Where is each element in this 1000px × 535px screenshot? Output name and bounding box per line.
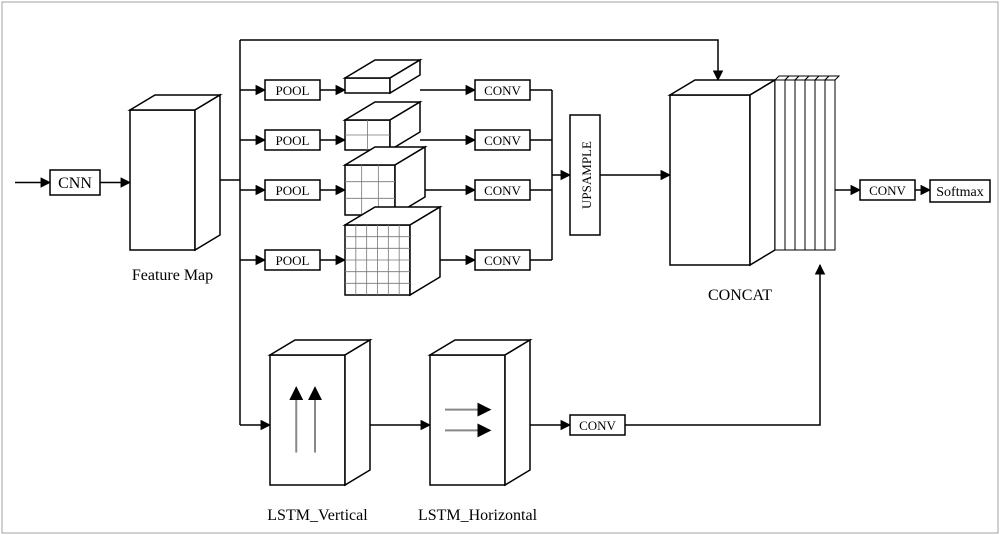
lstm-h-label: LSTM_Horizontal: [418, 507, 538, 524]
pool-label-1: POOL: [276, 133, 310, 148]
concat-cuboid: [670, 76, 839, 265]
feature-map-label: Feature Map: [132, 267, 213, 284]
conv-mid-label-0: CONV: [484, 83, 521, 98]
pyramid-cuboid-2: [345, 147, 425, 215]
lstm-h-cuboid: [430, 340, 530, 485]
upsample-label: UPSAMPLE: [579, 141, 594, 209]
pyramid-cuboid-1: [345, 102, 420, 150]
lstm-v-cuboid: [270, 340, 370, 485]
softmax-label: Softmax: [936, 185, 983, 200]
cnn-label: CNN: [58, 175, 92, 192]
conv-lstm-label: CONV: [579, 418, 616, 433]
pool-label-2: POOL: [276, 183, 310, 198]
conv-mid-label-3: CONV: [484, 253, 521, 268]
concat-label: CONCAT: [708, 287, 772, 304]
pyramid-cuboid-3: [345, 207, 440, 295]
pyramid-cuboid-0: [345, 60, 420, 93]
pool-label-3: POOL: [276, 253, 310, 268]
lstm-v-label: LSTM_Vertical: [267, 507, 368, 524]
feature-map-cuboid: [130, 95, 220, 250]
pool-label-0: POOL: [276, 83, 310, 98]
conv-mid-label-2: CONV: [484, 183, 521, 198]
conv-out-label: CONV: [869, 183, 906, 198]
arrow-bypass-concat: [240, 40, 718, 80]
conv-mid-label-1: CONV: [484, 133, 521, 148]
